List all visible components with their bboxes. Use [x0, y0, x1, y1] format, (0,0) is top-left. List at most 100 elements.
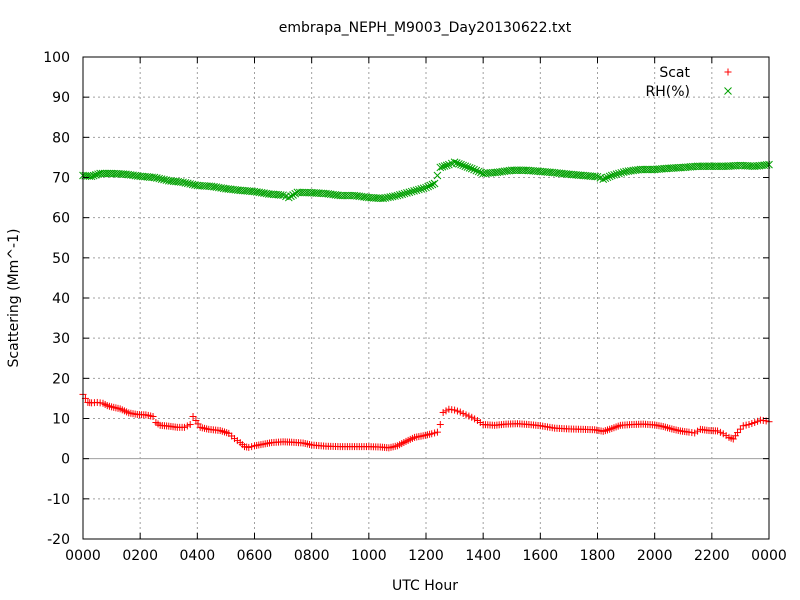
rh-point: [463, 163, 472, 171]
chart-title: embrapa_NEPH_M9003_Day20130622.txt: [279, 20, 572, 36]
rh-point: [612, 170, 621, 179]
scat-point: [716, 428, 724, 436]
rh-point: [428, 180, 437, 189]
rh-point: [155, 174, 164, 183]
scat-point: [742, 421, 750, 429]
scat-point: [465, 412, 473, 420]
rh-point: [603, 173, 612, 182]
scat-point: [248, 443, 256, 451]
rh-point: [610, 170, 619, 179]
legend-cross-marker: [724, 87, 732, 95]
y-tick-label: -20: [47, 532, 70, 548]
scat-point: [456, 408, 464, 416]
x-axis-label: UTC Hour: [392, 578, 458, 594]
rh-point: [450, 158, 459, 167]
x-tick-label: 1000: [351, 548, 387, 564]
y-tick-label: 0: [61, 452, 70, 468]
rh-point: [440, 162, 449, 170]
rh-point: [381, 194, 390, 202]
rh-point: [417, 185, 426, 193]
rh-point: [407, 187, 416, 196]
scat-point: [459, 409, 467, 417]
scat-point: [189, 412, 197, 420]
y-tick-label: -10: [47, 492, 70, 508]
rh-point: [395, 191, 404, 199]
axis-ticks: [82, 56, 770, 540]
scat-point: [739, 422, 747, 430]
rh-point: [393, 191, 402, 200]
rh-point: [457, 160, 465, 169]
y-tick-label: 30: [52, 331, 70, 347]
scat-point: [433, 428, 441, 436]
rh-point: [422, 183, 430, 192]
series-scat: [79, 390, 773, 452]
x-tick-label: 1400: [465, 548, 501, 564]
axis-tick-labels: 0000 0200 0400 0600 0800 1000 1200 1400 1600 1800…: [43, 50, 787, 564]
scat-point: [691, 429, 699, 437]
scat-point: [471, 415, 479, 423]
scat-point: [468, 413, 476, 421]
rh-point: [436, 163, 445, 172]
scat-point: [442, 407, 450, 415]
x-tick-label: 2200: [694, 548, 730, 564]
scat-point: [754, 417, 762, 425]
scat-point: [453, 407, 461, 415]
rh-point: [379, 194, 387, 203]
rh-point: [398, 190, 407, 199]
x-tick-label: 0400: [180, 548, 216, 564]
scat-point: [736, 425, 744, 433]
rh-point: [289, 191, 297, 199]
rh-point: [157, 175, 166, 183]
rh-point: [607, 171, 616, 180]
scat-point: [745, 421, 753, 429]
rh-point: [276, 191, 285, 199]
y-axis-label: Scattering (Mm^-1): [6, 229, 22, 368]
rh-point: [412, 186, 421, 195]
y-tick-label: 70: [52, 171, 70, 187]
scat-point: [149, 412, 157, 420]
scat-point: [694, 427, 702, 435]
rh-point: [426, 181, 435, 190]
series-rh: [79, 158, 773, 203]
legend-marker-scat: [724, 68, 732, 76]
rh-point: [391, 192, 399, 200]
rh-point: [152, 174, 161, 182]
scat-point: [451, 406, 459, 414]
rh-point: [92, 171, 100, 179]
x-tick-label: 1800: [580, 548, 616, 564]
scat-point: [439, 408, 447, 416]
rh-point: [89, 171, 98, 180]
scat-point: [186, 421, 194, 429]
scat-point: [180, 423, 188, 431]
plot-data: [79, 158, 773, 452]
rh-point: [388, 192, 397, 201]
rh-point: [442, 161, 451, 170]
rh-point: [472, 166, 481, 175]
rh-point: [433, 171, 442, 180]
scat-point: [719, 430, 727, 438]
rh-point: [400, 189, 409, 198]
rh-point: [188, 180, 197, 189]
rh-point: [284, 193, 293, 202]
scat-point: [751, 419, 759, 427]
y-tick-label: 50: [52, 251, 70, 267]
rh-point: [87, 172, 96, 181]
scat-point: [722, 432, 730, 440]
rh-point: [452, 159, 461, 167]
rh-point: [599, 175, 608, 183]
rh-point: [619, 168, 628, 176]
rh-point: [467, 164, 476, 173]
rh-point: [287, 192, 295, 201]
rh-point: [384, 193, 392, 202]
y-tick-label: 80: [52, 130, 70, 146]
scat-point: [436, 421, 444, 429]
y-tick-label: 60: [52, 211, 70, 227]
scat-point: [734, 429, 742, 437]
y-tick-label: 90: [52, 90, 70, 106]
grid-lines: [83, 57, 769, 539]
rh-point: [461, 162, 470, 171]
scat-point: [245, 443, 253, 451]
rh-point: [160, 175, 168, 184]
legend-marker-rh: [724, 87, 732, 95]
